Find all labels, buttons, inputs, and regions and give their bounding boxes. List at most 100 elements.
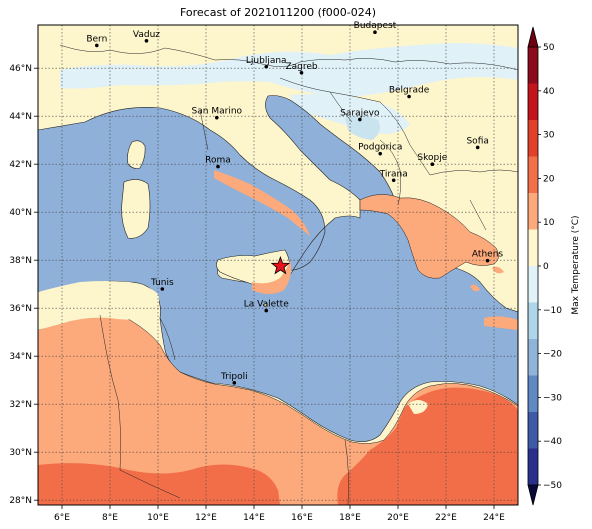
city-dot	[160, 287, 165, 291]
city-dot	[475, 145, 480, 150]
colorbar-tick-label: 40	[543, 87, 555, 97]
island-malta	[263, 302, 269, 308]
map-frame	[37, 24, 519, 506]
city-label: Tirana	[379, 169, 408, 179]
city-label: Ljubljana	[246, 56, 287, 66]
colorbar-tick-label: 0	[543, 262, 549, 272]
island-corsica	[127, 140, 146, 169]
city-dot	[232, 381, 237, 385]
city-label: Budapest	[354, 21, 397, 31]
city-dot	[299, 70, 304, 75]
lon-tick-label: 12°E	[195, 513, 217, 523]
event-star-icon[interactable]	[270, 256, 291, 275]
graticule	[38, 25, 518, 505]
colorbar-tick-label: −20	[543, 350, 562, 360]
lon-tick-label: 10°E	[147, 513, 169, 523]
colorbar-segment	[528, 266, 538, 303]
colorbar: 50 40 30 20 10 0 −10 −20 −30 −40 −50	[527, 26, 562, 506]
lat-tick-label: 34°N	[9, 352, 32, 362]
colorbar-segment	[528, 375, 538, 413]
city-dot	[407, 94, 411, 99]
lon-tick-label: 6°E	[54, 513, 70, 523]
cold-zone-north	[60, 43, 518, 98]
colorbar-bottom-arrow	[527, 484, 539, 506]
colorbar-tick-label: −10	[543, 306, 562, 316]
colorbar-tick-label: 20	[543, 174, 555, 184]
colorbar-segment	[528, 83, 538, 121]
lon-tick-label: 14°E	[243, 513, 265, 523]
greece-warm-zone	[359, 194, 499, 279]
cold-zone-bosnia	[345, 115, 380, 140]
city-label: Vaduz	[133, 30, 160, 40]
lat-tick-label: 36°N	[9, 304, 32, 314]
latitude-axis: 28°N 30°N 32°N 34°N 36°N 38°N 40°N 42°N 44°N 46°N	[9, 64, 38, 506]
lon-tick-label: 24°E	[483, 513, 505, 523]
aegean-islands	[470, 266, 504, 292]
city-label: Skopje	[417, 153, 447, 163]
lon-tick-label: 16°E	[291, 513, 313, 523]
city-label: Belgrade	[389, 86, 430, 96]
city-dot	[391, 178, 396, 183]
colorbar-label: Max Temperature (°C)	[571, 215, 581, 314]
lat-tick-label: 38°N	[9, 256, 32, 266]
city-label: Sofia	[466, 136, 488, 146]
longitude-axis: 6°E 8°E 10°E 12°E 14°E 16°E 18°E 20°E 22°E 24°E	[54, 505, 505, 523]
city-label: San Marino	[192, 107, 243, 117]
lat-tick-label: 32°N	[9, 400, 32, 410]
country-borders	[59, 44, 518, 505]
colorbar-segment	[528, 412, 538, 449]
city-dot	[216, 164, 220, 169]
city-label: Zagreb	[285, 62, 317, 72]
colorbar-segment	[528, 120, 538, 157]
city-dot	[95, 43, 99, 48]
colorbar-segment	[528, 448, 538, 486]
colorbar-tick-label: −50	[543, 481, 562, 491]
colorbar-segment	[528, 47, 538, 84]
colorbar-tick-label: −40	[543, 437, 562, 447]
colorbar-tick-label: −30	[543, 393, 562, 403]
city-dot	[358, 117, 362, 122]
lat-tick-label: 46°N	[9, 64, 32, 74]
lon-tick-label: 22°E	[435, 513, 457, 523]
greece-islands-east	[484, 316, 518, 330]
africa-cool-tunisia	[38, 281, 159, 330]
lat-tick-label: 42°N	[9, 160, 32, 170]
city-dot	[378, 151, 383, 156]
city-dot	[215, 115, 219, 120]
africa-warm-inset	[284, 455, 326, 487]
city-dot	[373, 30, 377, 34]
city-label: Roma	[205, 156, 231, 166]
italy-south-warm	[214, 170, 310, 236]
city-dot	[485, 258, 490, 263]
lon-tick-label: 20°E	[387, 513, 409, 523]
city-dot	[144, 39, 149, 43]
city-label: Athens	[472, 250, 503, 260]
lon-tick-label: 18°E	[339, 513, 361, 523]
colorbar-segment	[528, 339, 538, 376]
lat-tick-label: 44°N	[9, 112, 32, 122]
colorbar-tick-label: 30	[543, 131, 555, 141]
map-title: Forecast of 2021011200 (f000-024)	[179, 6, 377, 19]
colorbar-top-arrow	[527, 26, 539, 48]
city-label: Podgorica	[358, 143, 402, 153]
lat-tick-label: 40°N	[9, 208, 32, 218]
city-label: Tunis	[150, 278, 174, 288]
colorbar-segment	[528, 156, 538, 194]
africa-cool-patch	[408, 400, 428, 414]
city-dot	[264, 64, 269, 69]
city-label: Tripoli	[220, 372, 248, 382]
sicily-warm-zone	[252, 260, 292, 294]
city-dot	[430, 162, 435, 166]
city-dot	[264, 308, 269, 313]
colorbar-segment	[528, 302, 538, 340]
city-label: La Valette	[244, 300, 289, 310]
colorbar-segment	[528, 229, 538, 267]
lat-tick-label: 28°N	[9, 496, 32, 506]
lat-tick-label: 30°N	[9, 448, 32, 458]
africa-hot-zone-south	[38, 463, 280, 505]
island-sardinia	[121, 179, 151, 239]
lon-tick-label: 8°E	[102, 513, 118, 523]
colorbar-segment	[528, 193, 538, 230]
